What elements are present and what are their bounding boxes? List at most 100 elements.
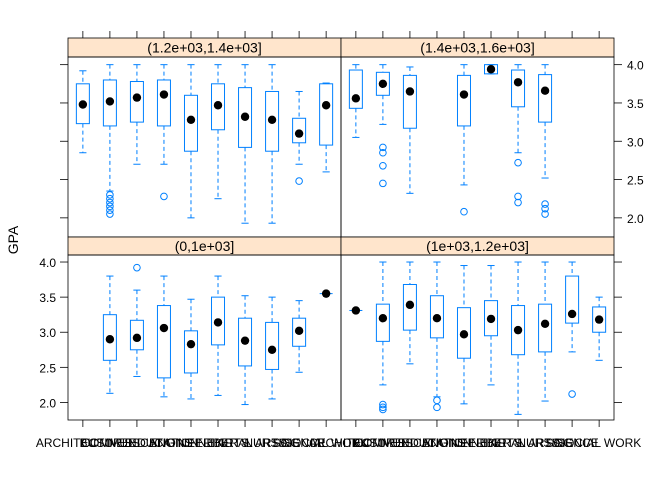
x-tick-label: SOCIAL WORK — [557, 436, 641, 450]
outlier-point — [379, 400, 387, 409]
median-dot — [213, 101, 223, 110]
x-tick-label: LIBERAL ARTS — [476, 436, 559, 450]
outlier-point — [295, 177, 303, 185]
median-dot — [78, 100, 88, 109]
x-tick-label: ENGINEERING — [422, 436, 506, 450]
panel-strip-label: (1e+03,1.2e+03] — [426, 238, 529, 254]
y-tick-label-right: 2.5 — [627, 174, 644, 188]
median-dot — [486, 65, 496, 74]
outlier-point — [541, 200, 549, 208]
median-dot — [378, 313, 388, 323]
box — [375, 71, 390, 96]
y-tick-label-right: 3.0 — [627, 135, 644, 149]
box — [456, 307, 471, 359]
outlier-point — [541, 210, 549, 218]
box — [402, 283, 417, 331]
y-tick-label-left: 2.5 — [39, 361, 56, 375]
x-tick-label: NURSING — [517, 436, 572, 450]
median-dot — [240, 112, 250, 121]
x-tick-label: BUSINESS — [353, 436, 414, 450]
median-dot — [351, 306, 361, 315]
y-tick-label-left: 2.0 — [39, 396, 56, 410]
outlier-point — [379, 148, 387, 157]
box — [511, 305, 526, 356]
x-tick-label: ARCHITECTURE — [36, 436, 130, 450]
outlier-point — [514, 158, 522, 167]
box — [319, 83, 334, 146]
x-tick-label: EDUCATION — [129, 436, 199, 450]
median-dot — [378, 79, 388, 89]
x-tick-label: ENGINEERING — [149, 436, 233, 450]
x-tick-label: SOCIAL WORK — [284, 436, 368, 450]
box — [348, 69, 363, 109]
median-dot — [540, 319, 550, 329]
median-dot — [105, 97, 115, 106]
median-dot — [540, 86, 550, 95]
outlier-point — [106, 191, 114, 199]
y-axis-label: GPA — [5, 225, 21, 254]
outlier-point — [106, 202, 114, 211]
median-dot — [294, 326, 304, 336]
outlier-point — [133, 263, 141, 272]
median-dot — [513, 325, 523, 335]
x-tick-label: FINE ARTS — [187, 436, 249, 450]
median-dot — [405, 300, 415, 310]
median-dot — [432, 313, 442, 323]
median-dot — [132, 333, 142, 343]
outlier-point — [433, 396, 441, 405]
outlier-point — [160, 192, 168, 201]
y-tick-label-right: 3.5 — [627, 97, 644, 111]
outlier-point — [433, 403, 441, 412]
outlier-point — [379, 143, 387, 152]
box — [592, 306, 607, 333]
box — [484, 300, 499, 337]
panel-strip-label: (0,1e+03] — [175, 238, 235, 254]
outlier-point — [514, 192, 522, 201]
box — [565, 275, 580, 324]
outlier-point — [568, 390, 576, 398]
x-tick-label: COMMUNICATIONS — [81, 436, 192, 450]
outlier-point — [379, 161, 387, 170]
median-dot — [321, 289, 331, 298]
outlier-point — [379, 405, 387, 414]
median-dot — [159, 90, 169, 99]
median-dot — [240, 336, 250, 345]
median-dot — [132, 93, 142, 102]
outlier-point — [379, 179, 387, 188]
median-dot — [321, 101, 331, 110]
box — [156, 79, 171, 127]
median-dot — [513, 78, 523, 87]
outlier-point — [379, 403, 387, 412]
outlier-point — [106, 210, 114, 218]
box — [265, 321, 280, 370]
box — [156, 305, 171, 379]
box — [102, 314, 117, 361]
box — [102, 79, 117, 127]
box — [375, 303, 390, 342]
box — [238, 87, 253, 148]
median-dot — [267, 345, 277, 354]
box — [129, 81, 144, 123]
outlier-point — [514, 198, 522, 207]
median-dot — [186, 339, 196, 349]
y-tick-label-left: 3.0 — [39, 326, 56, 340]
y-tick-label-right: 2.0 — [627, 212, 644, 226]
box — [456, 74, 471, 127]
median-dot — [459, 90, 469, 99]
outlier-point — [106, 206, 114, 214]
y-tick-label-left: 3.5 — [39, 291, 56, 305]
box — [429, 295, 444, 339]
box — [183, 330, 198, 374]
x-tick-label: FINE ARTS — [460, 436, 522, 450]
y-tick-label-left: 4.0 — [39, 256, 56, 270]
median-dot — [459, 330, 469, 339]
box — [484, 64, 499, 75]
median-dot — [294, 129, 304, 138]
box — [292, 317, 307, 347]
outlier-point — [106, 198, 114, 207]
x-tick-label: COMMUNICATIONS — [354, 436, 465, 450]
panel-frame — [340, 254, 615, 421]
box — [265, 90, 280, 152]
